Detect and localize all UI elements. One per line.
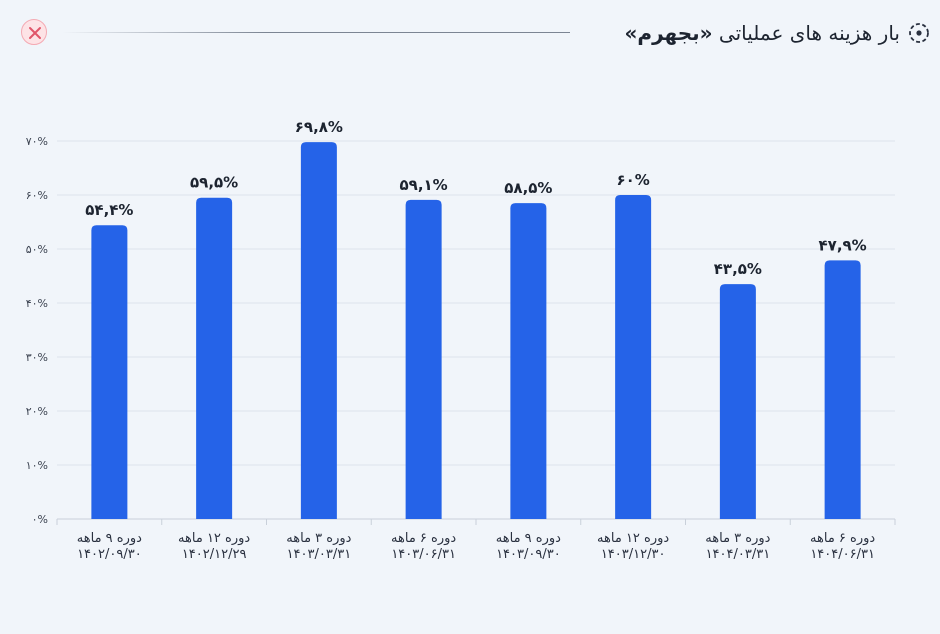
data-label: ۵۸,۵% [504, 179, 552, 197]
x-tick-label-date: ۱۴۰۳/۰۹/۳۰ [496, 547, 561, 562]
title-company: «بجهرم» [624, 21, 713, 45]
x-tick-label-period: دوره ۱۲ ماهه [597, 531, 669, 546]
bar [615, 195, 652, 519]
target-dot-icon [909, 23, 929, 43]
y-tick-label: ۶۰% [26, 189, 48, 202]
bar [405, 199, 442, 520]
data-label: ۶۰% [616, 171, 649, 189]
x-tick-label-date: ۱۴۰۲/۱۲/۲۹ [182, 547, 247, 562]
data-label: ۵۴,۴% [85, 201, 133, 219]
x-tick-label-date: ۱۴۰۳/۰۳/۳۱ [287, 547, 352, 562]
y-tick-label: ۵۰% [26, 243, 48, 256]
chart-title: بار هزینه های عملیاتی «بجهرم» [624, 18, 900, 48]
data-label: ۴۷,۹% [819, 236, 867, 254]
data-label: ۵۹,۵% [190, 174, 238, 192]
x-tick-label-period: دوره ۹ ماهه [77, 531, 142, 546]
y-tick-label: ۲۰% [26, 405, 48, 418]
title-divider [62, 32, 570, 33]
x-tick-label-period: دوره ۶ ماهه [810, 531, 875, 546]
data-label: ۴۳,۵% [714, 260, 762, 278]
y-tick-label: ۷۰% [26, 135, 48, 148]
x-tick-label-date: ۱۴۰۳/۰۶/۳۱ [391, 547, 456, 562]
x-tick-label-date: ۱۴۰۲/۰۹/۳۰ [77, 547, 142, 562]
x-tick-label-date: ۱۴۰۴/۰۳/۳۱ [706, 547, 771, 562]
bar [510, 203, 547, 519]
y-tick-label: ۱۰% [26, 459, 48, 472]
data-label: ۶۹,۸% [295, 118, 343, 136]
close-button[interactable] [21, 19, 47, 45]
bar [719, 284, 756, 519]
chart-header: بار هزینه های عملیاتی «بجهرم» [0, 0, 940, 64]
close-icon [29, 27, 41, 39]
title-text: بار هزینه های عملیاتی [712, 21, 900, 45]
data-label: ۵۹,۱% [400, 176, 448, 194]
bar [91, 225, 128, 520]
x-tick-label-period: دوره ۳ ماهه [286, 531, 351, 546]
x-tick-label-period: دوره ۶ ماهه [391, 531, 456, 546]
x-tick-label-date: ۱۴۰۳/۱۲/۳۰ [601, 547, 666, 562]
x-tick-label-period: دوره ۳ ماهه [705, 531, 770, 546]
bar [196, 197, 233, 519]
x-tick-label-date: ۱۴۰۴/۰۶/۳۱ [810, 547, 875, 562]
bar [300, 142, 337, 519]
x-tick-label-period: دوره ۹ ماهه [496, 531, 561, 546]
y-tick-label: ۰% [32, 513, 48, 526]
x-tick-label-period: دوره ۱۲ ماهه [178, 531, 250, 546]
y-tick-label: ۳۰% [26, 351, 48, 364]
y-tick-label: ۴۰% [26, 297, 48, 310]
bar [824, 260, 861, 519]
